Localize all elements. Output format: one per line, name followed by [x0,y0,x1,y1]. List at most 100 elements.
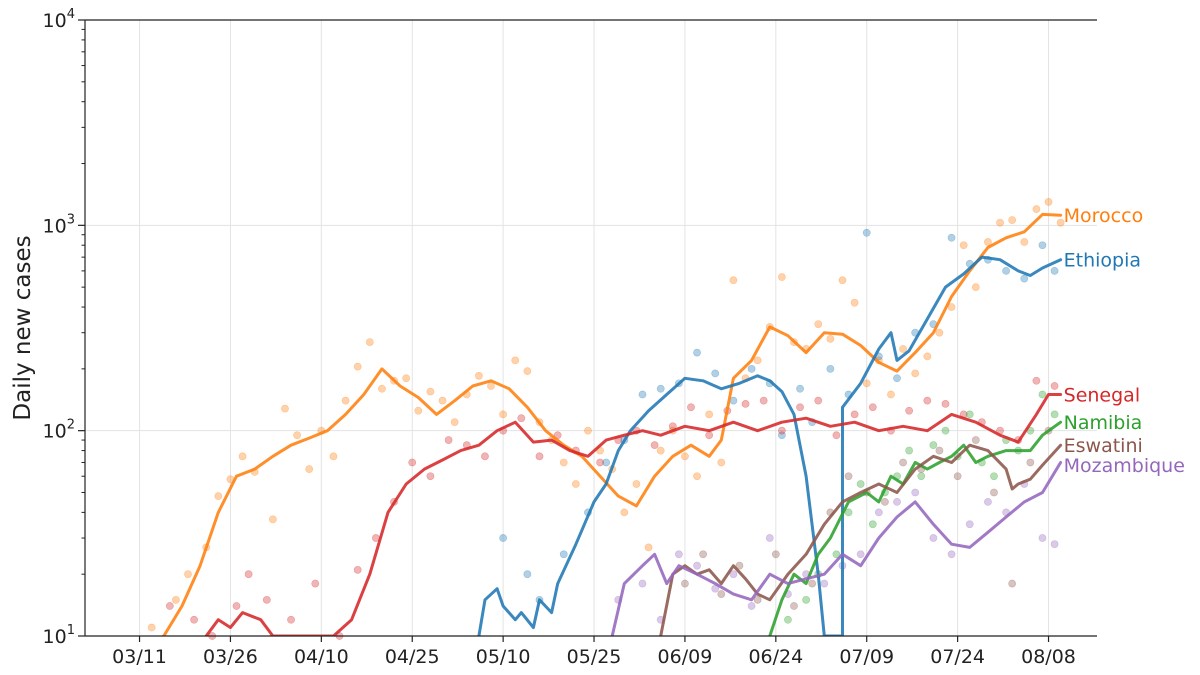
data-point [814,320,823,329]
data-point [777,273,786,281]
data-point [747,364,756,373]
series-line [610,461,1063,636]
x-tick-label: 03/26 [203,646,258,668]
data-point [965,410,974,419]
data-point [499,410,508,419]
series-line [160,212,1063,636]
x-tick-label: 07/24 [930,646,985,668]
data-point [705,410,714,419]
x-tick-label: 06/24 [748,646,803,668]
data-point [893,374,901,383]
data-point [408,458,417,467]
data-point [571,480,580,488]
data-point [353,362,362,371]
data-point [1038,241,1047,250]
data-point [941,400,950,408]
data-point [632,480,641,488]
y-tick-label: 104 [43,7,75,32]
x-tick-label: 03/11 [112,646,167,668]
data-point [917,472,926,481]
data-point [747,602,756,610]
data-point [559,550,568,559]
data-point [171,595,180,604]
data-point [959,241,968,250]
data-point [771,550,780,559]
data-point [923,396,932,405]
series-line [204,393,1063,636]
data-point [796,403,804,412]
data-point [262,595,271,604]
data-point [184,570,192,579]
data-point [474,371,483,380]
data-point [232,602,241,610]
data-point [699,550,708,559]
data-point [1032,376,1041,385]
y-tick-label: 101 [43,623,75,648]
data-point [656,384,665,393]
x-tick-label: 08/08 [1021,646,1076,668]
data-point [190,615,198,624]
data-point [965,520,974,529]
data-point [293,431,301,440]
data-point [1038,534,1047,542]
x-tick-label: 05/25 [567,646,622,668]
data-point [832,431,841,440]
data-point [868,520,877,529]
data-point [687,403,695,412]
data-point [681,579,689,588]
data-point [602,458,611,467]
data-point [1038,390,1047,399]
data-point [365,338,374,346]
series-line [477,255,1063,636]
data-point [971,436,980,444]
series-line [659,443,1063,636]
data-point [929,441,938,450]
data-point [584,426,592,435]
data-point [596,458,604,467]
data-point [1050,540,1059,549]
data-point [711,369,720,378]
data-point [971,283,980,292]
series-label: Eswatini [1064,435,1143,457]
data-point [802,595,811,604]
data-point [378,384,386,393]
data-point [893,497,901,506]
data-point [644,543,653,552]
data-point [523,367,532,376]
data-point [796,384,804,393]
data-point [1026,458,1035,467]
data-point [729,570,738,579]
data-point [214,492,223,501]
data-point [850,298,859,307]
data-point [984,497,992,506]
data-point [990,472,998,481]
data-point [1050,382,1059,390]
data-point [402,374,411,383]
data-point [935,328,944,337]
data-point [862,228,871,237]
data-point [1050,266,1059,275]
data-point [1002,266,1011,275]
data-point [674,550,683,559]
data-point [899,458,907,467]
data-point [838,276,847,285]
data-point [535,452,544,461]
data-point [753,356,762,365]
data-point [729,276,738,285]
y-tick-label: 103 [43,212,75,237]
x-tick-label: 05/10 [476,646,531,668]
data-point [881,497,889,506]
data-point [990,488,998,497]
data-point [765,534,774,542]
y-axis-title: Daily new cases [10,235,36,420]
data-point [887,390,895,399]
data-point [444,436,453,444]
data-point [862,379,871,388]
data-point [450,418,459,427]
data-point [923,352,932,361]
data-point [341,396,350,405]
axes: 101 102 103 104 03/11 03/26 04/10 04/25 05/10 05/… [43,7,1097,668]
data-point [856,550,865,559]
